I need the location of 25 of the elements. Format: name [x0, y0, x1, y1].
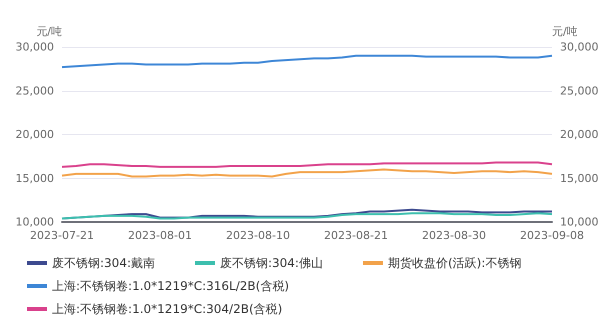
x-tick-label: 2023-08-01 — [128, 229, 192, 242]
legend-label: 废不锈钢:304:佛山 — [220, 256, 323, 270]
line-series — [61, 168, 553, 178]
x-tick-label: 2023-08-10 — [226, 229, 290, 242]
legend-label: 期货收盘价(活跃):不锈钢 — [388, 256, 522, 270]
x-tick-label: 2023-08-30 — [422, 229, 486, 242]
y-tick-label: 15,000 — [16, 172, 54, 185]
y2-tick-label: 20,000 — [560, 128, 598, 141]
y2-tick-label: 30,000 — [560, 40, 598, 54]
y-tick-label: 30,000 — [16, 40, 54, 54]
x-tick-label: 2023-09-08 — [520, 229, 584, 242]
y-axis-title: 元/吨 — [36, 25, 62, 38]
y-tick-label: 10,000 — [16, 216, 54, 228]
x-tick-label: 2023-08-21 — [324, 229, 388, 242]
y-tick-label: 25,000 — [16, 84, 54, 98]
y2-tick-label: 10,000 — [560, 216, 598, 228]
y2-axis-title: 元/吨 — [552, 25, 578, 38]
legend-label: 废不锈钢:304:戴南 — [52, 256, 155, 270]
legend-label: 上海:不锈钢卷:1.0*1219*C:304/2B(含税) — [52, 302, 282, 316]
y2-tick-label: 15,000 — [560, 172, 598, 185]
y-tick-label: 20,000 — [16, 128, 54, 141]
line-series — [61, 54, 553, 68]
x-tick-label: 2023-07-21 — [30, 229, 94, 242]
legend-label: 上海:不锈钢卷:1.0*1219*C:316L/2B(含税) — [52, 279, 289, 293]
y2-tick-label: 25,000 — [560, 84, 598, 98]
